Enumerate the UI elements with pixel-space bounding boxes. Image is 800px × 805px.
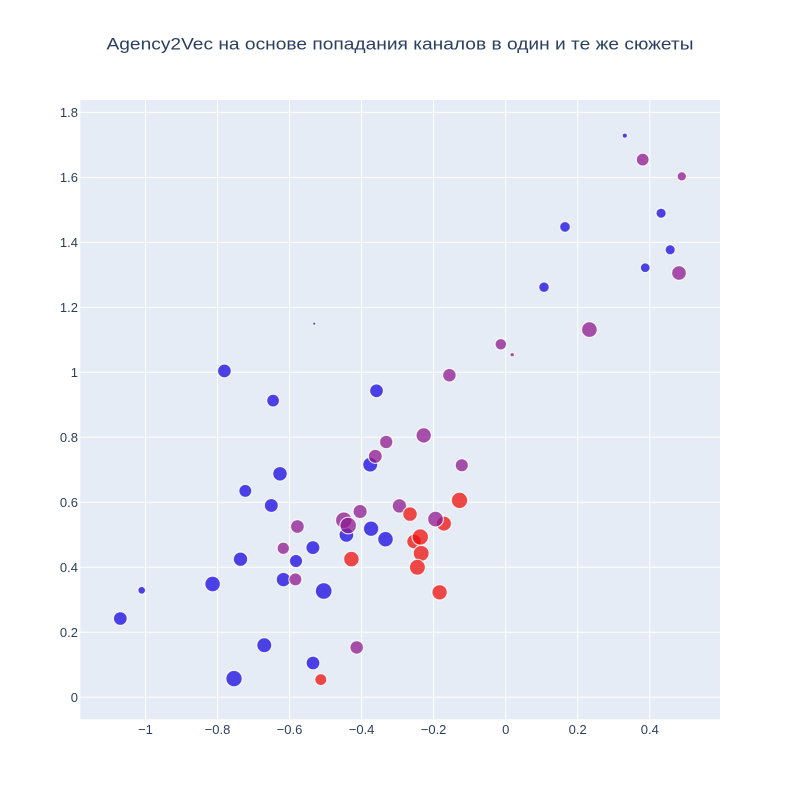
svg-text:−0.4: −0.4: [349, 722, 375, 737]
svg-text:−0.2: −0.2: [421, 722, 447, 737]
svg-text:0.2: 0.2: [60, 625, 78, 640]
svg-text:0.4: 0.4: [641, 722, 659, 737]
svg-text:−1: −1: [138, 722, 153, 737]
svg-text:−0.6: −0.6: [277, 722, 303, 737]
svg-text:1.4: 1.4: [60, 235, 78, 250]
svg-text:Agency2Vec на основе попадания: Agency2Vec на основе попадания каналов в…: [107, 35, 694, 54]
svg-text:0: 0: [71, 690, 78, 705]
svg-text:0: 0: [502, 722, 509, 737]
svg-text:1.2: 1.2: [60, 300, 78, 315]
svg-text:0.2: 0.2: [569, 722, 587, 737]
svg-text:1.8: 1.8: [60, 105, 78, 120]
svg-text:−0.8: −0.8: [205, 722, 231, 737]
svg-text:1.6: 1.6: [60, 170, 78, 185]
svg-text:0.6: 0.6: [60, 495, 78, 510]
svg-text:0.4: 0.4: [60, 560, 78, 575]
svg-text:1: 1: [71, 365, 78, 380]
svg-text:0.8: 0.8: [60, 430, 78, 445]
